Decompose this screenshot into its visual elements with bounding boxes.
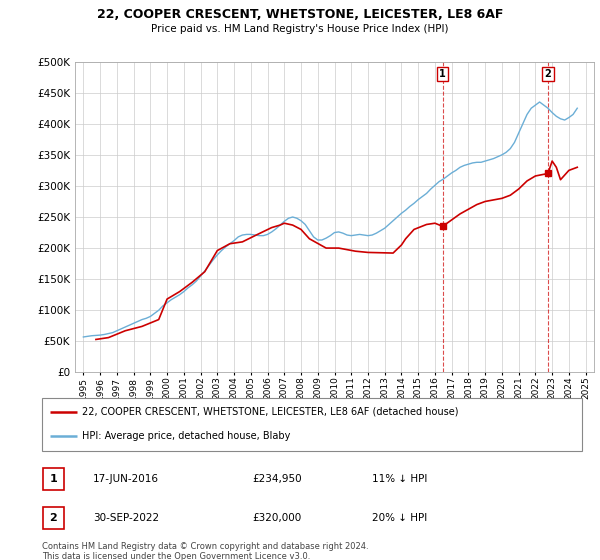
Text: 1: 1 [50, 474, 57, 484]
Text: £320,000: £320,000 [252, 513, 301, 523]
Text: Contains HM Land Registry data © Crown copyright and database right 2024.
This d: Contains HM Land Registry data © Crown c… [42, 542, 368, 560]
Text: 22, COOPER CRESCENT, WHETSTONE, LEICESTER, LE8 6AF: 22, COOPER CRESCENT, WHETSTONE, LEICESTE… [97, 8, 503, 21]
Text: 17-JUN-2016: 17-JUN-2016 [93, 474, 159, 484]
Text: 22, COOPER CRESCENT, WHETSTONE, LEICESTER, LE8 6AF (detached house): 22, COOPER CRESCENT, WHETSTONE, LEICESTE… [83, 407, 459, 417]
Text: HPI: Average price, detached house, Blaby: HPI: Average price, detached house, Blab… [83, 431, 291, 441]
Text: 30-SEP-2022: 30-SEP-2022 [93, 513, 159, 523]
Text: 1: 1 [439, 69, 446, 79]
Text: Price paid vs. HM Land Registry's House Price Index (HPI): Price paid vs. HM Land Registry's House … [151, 24, 449, 34]
Text: £234,950: £234,950 [252, 474, 302, 484]
Text: 11% ↓ HPI: 11% ↓ HPI [372, 474, 427, 484]
Text: 2: 2 [545, 69, 551, 79]
Text: 20% ↓ HPI: 20% ↓ HPI [372, 513, 427, 523]
Text: 2: 2 [50, 513, 57, 523]
